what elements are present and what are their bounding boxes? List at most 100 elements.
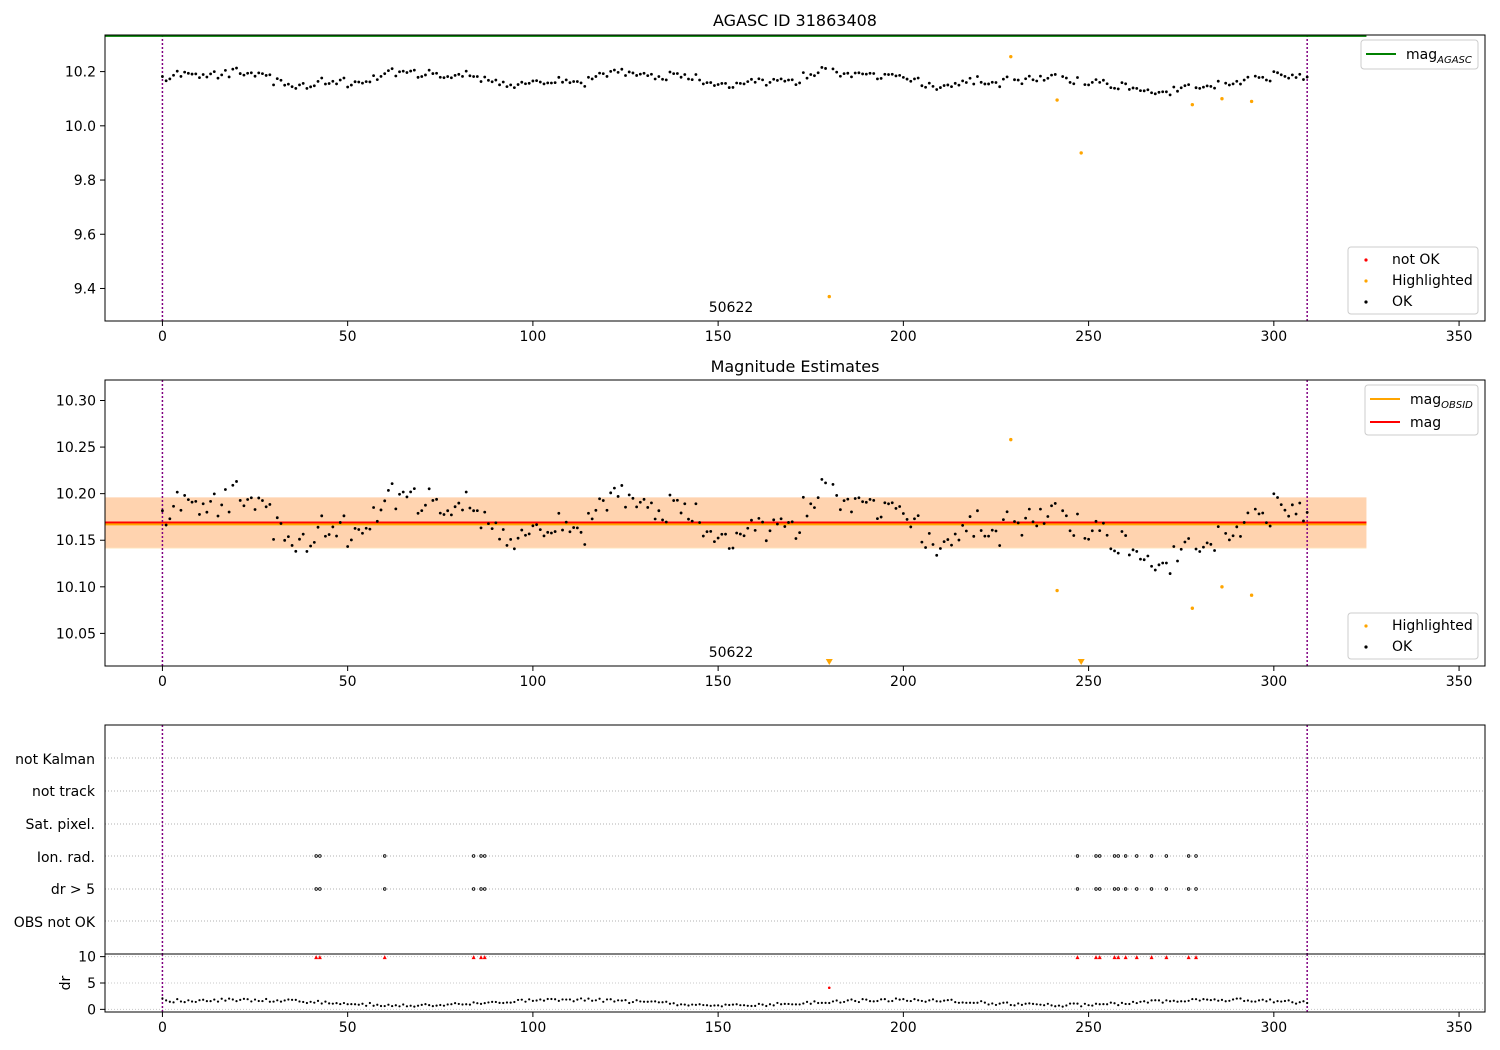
flag-point (1135, 887, 1139, 891)
highlighted-point (1190, 102, 1195, 107)
ok-point (183, 494, 187, 497)
ok-point (616, 495, 620, 498)
ok-point (1209, 542, 1213, 546)
ok-point (468, 506, 472, 510)
ok-point (583, 84, 587, 88)
dr-point (609, 998, 612, 1001)
ok-point (709, 529, 713, 533)
ok-point (1202, 85, 1205, 89)
ok-point (1142, 89, 1146, 93)
flag-point (1135, 854, 1139, 858)
dr-point (1054, 1005, 1057, 1008)
ok-point (475, 75, 479, 78)
ok-point (1031, 520, 1035, 524)
dr-point (554, 998, 557, 1001)
highlighted-points (1009, 437, 1254, 610)
ok-point (1016, 521, 1020, 525)
dr-point (1217, 999, 1220, 1002)
svg-text:magAGASC: magAGASC (1406, 47, 1472, 66)
dr-point (613, 1000, 616, 1003)
ok-point (887, 502, 890, 506)
ok-point (1287, 514, 1291, 518)
dr-point (746, 1004, 749, 1007)
ok-point (1216, 79, 1220, 83)
y-tick-label: 10.2 (65, 65, 96, 81)
clipped-dr-marker (314, 955, 319, 960)
ok-point (387, 69, 390, 73)
dr-point (1017, 1002, 1020, 1005)
ok-point (383, 72, 387, 76)
dr-point (631, 1000, 635, 1004)
ok-point (842, 72, 846, 76)
ok-point (742, 82, 746, 86)
ok-point (731, 546, 735, 550)
dr-point (483, 1002, 486, 1005)
ok-point (1068, 529, 1072, 533)
ok-point (946, 538, 950, 541)
ok-point (246, 498, 250, 501)
x-tick-label: 150 (705, 674, 732, 690)
ok-point (527, 532, 531, 536)
ok-point (516, 83, 520, 86)
dr-point (350, 1003, 353, 1006)
ok-point (587, 511, 590, 515)
dr-point (409, 1004, 412, 1007)
ok-point (361, 81, 364, 85)
dr-point (1272, 1001, 1275, 1004)
ok-point (968, 76, 972, 80)
ok-point (1213, 86, 1216, 90)
dr-point (924, 1000, 927, 1003)
dr-point (987, 1003, 990, 1006)
ok-point (1042, 78, 1046, 82)
mag-line-legend: magAGASC (1360, 39, 1479, 70)
ok-point (1013, 78, 1016, 82)
dr-point (202, 998, 205, 1001)
ok-point (561, 80, 564, 84)
ok-point (698, 521, 702, 524)
ok-point (331, 525, 335, 529)
flags-panel: not Kalman not track Sat. pixel. Ion. ra… (14, 724, 1486, 955)
ok-point (557, 75, 561, 79)
ok-points (161, 478, 1309, 575)
ok-point (227, 75, 231, 79)
ok-point (579, 81, 583, 85)
dr-point (213, 998, 216, 1001)
dr-point (702, 1003, 705, 1007)
dr-point (735, 1003, 738, 1006)
ok-point (512, 86, 516, 90)
ok-point (1116, 87, 1120, 91)
clipped-dr-marker (479, 955, 484, 960)
ok-point (1202, 545, 1205, 549)
dr-point (1198, 999, 1201, 1002)
ok-point (294, 86, 298, 90)
ok-point (1302, 78, 1305, 81)
ok-point (346, 85, 350, 89)
ok-point (1231, 534, 1235, 538)
dr-point (639, 1000, 642, 1003)
flag-point (1094, 854, 1098, 858)
ok-point (779, 517, 783, 521)
clipped-dr-marker (482, 955, 487, 960)
dr-point (1087, 1004, 1090, 1007)
legend-label-highlighted: Highlighted (1392, 618, 1473, 634)
ok-point (1035, 79, 1039, 83)
legend-mag-obsid-label: mag (1410, 392, 1441, 408)
ok-point (209, 499, 212, 503)
legend-obsid-subscript: OBSID (1441, 400, 1473, 411)
ok-point (1098, 80, 1102, 84)
dr-point (1024, 1002, 1027, 1005)
dr-point (287, 998, 290, 1001)
ok-point (950, 85, 953, 88)
dr-point (683, 1003, 686, 1006)
dr-point (594, 999, 597, 1002)
dr-point (198, 999, 201, 1002)
dr-point (768, 1003, 772, 1006)
ok-point (190, 500, 194, 504)
ok-point (1179, 86, 1183, 90)
dr-point (1228, 999, 1231, 1002)
ok-point (998, 85, 1002, 89)
ok-point (1235, 525, 1239, 529)
ok-point (1198, 550, 1202, 553)
dr-point (228, 997, 231, 1000)
highlighted-points (827, 54, 1254, 299)
